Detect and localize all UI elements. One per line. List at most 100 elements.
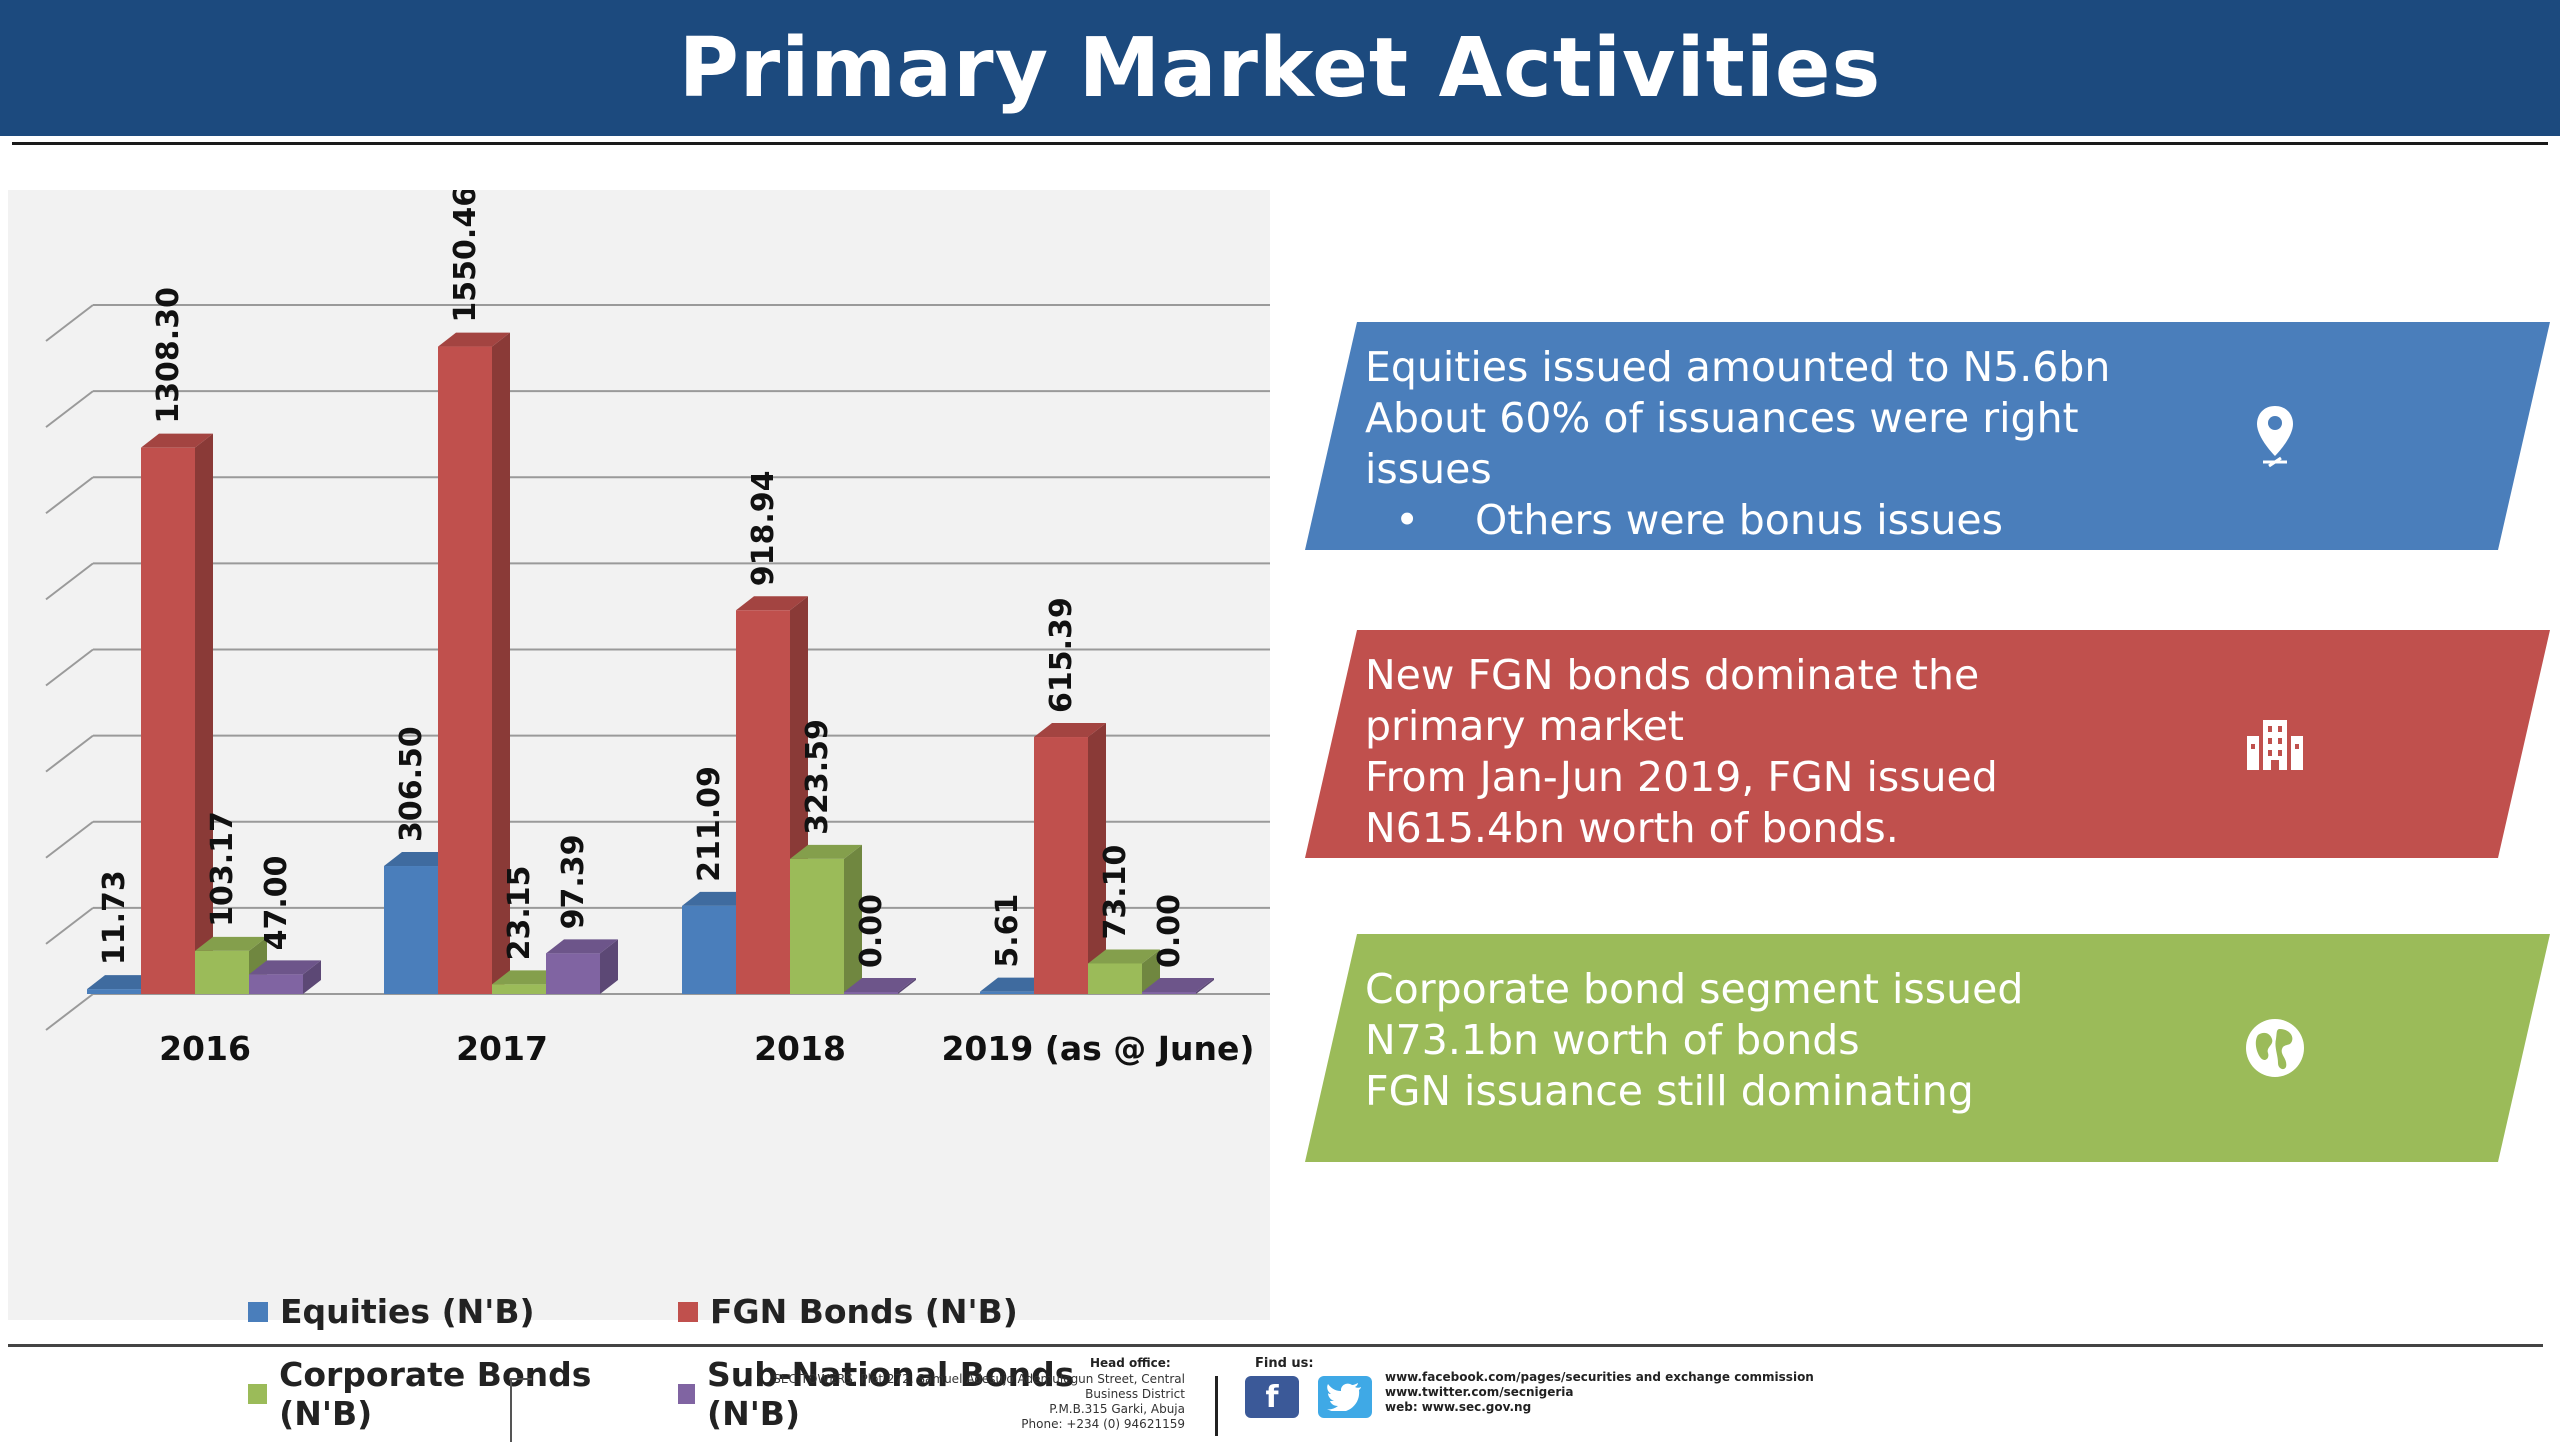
bar-side <box>303 960 321 994</box>
page-title: Primary Market Activities <box>678 20 1882 116</box>
legend-label-equities: Equities (N'B) <box>280 1292 535 1331</box>
legend-label-corporate: Corporate Bonds (N'B) <box>279 1355 592 1433</box>
data-label: 615.39 <box>1044 597 1079 713</box>
panel-text: New FGN bonds dominate the primary marke… <box>1365 650 2305 854</box>
address-line: SEC TOWERS, Plot 272, Samuel Adesujo Ade… <box>773 1372 1185 1386</box>
data-label: 918.94 <box>746 470 781 586</box>
twitter-link[interactable]: www.twitter.com/secnigeria <box>1385 1385 1574 1399</box>
website-link[interactable]: web: www.sec.gov.ng <box>1385 1400 1532 1414</box>
bar-top <box>1034 723 1106 738</box>
legend-label-subnational: Sub-National Bonds (N'B) <box>707 1355 1075 1433</box>
footer-vertical-divider <box>1215 1376 1218 1436</box>
data-label: 5.61 <box>990 894 1025 968</box>
panel-line: New FGN bonds dominate the <box>1365 651 1980 699</box>
legend-item-subnational: Sub-National Bonds (N'B) <box>678 1355 1108 1433</box>
legend-label-fgn: FGN Bonds (N'B) <box>710 1292 1018 1331</box>
panel-text: Corporate bond segment issued N73.1bn wo… <box>1365 964 2305 1117</box>
footer: Head office: SEC TOWERS, Plot 272, Samue… <box>0 1350 2560 1442</box>
bar-top <box>844 978 916 992</box>
panel-line: From Jan-Jun 2019, FGN issued <box>1365 753 1998 801</box>
bar <box>1034 737 1088 994</box>
bar-chart: 11.73 1308.30 103.17 47.00 2016 306.50 1550.46… <box>45 190 1270 1068</box>
gridline-depth <box>45 476 94 515</box>
legend-swatch-equities <box>248 1301 268 1322</box>
gridline-depth <box>45 820 94 859</box>
bar <box>1142 992 1196 994</box>
x-tick-label: 2018 <box>754 1029 846 1068</box>
bar <box>249 974 303 994</box>
bar-top <box>736 596 808 611</box>
footer-divider <box>8 1344 2543 1347</box>
gridline-depth <box>45 304 94 342</box>
data-label: 1550.46 <box>448 190 483 323</box>
bar-top <box>1088 949 1160 964</box>
panel-line: issues <box>1365 445 1492 493</box>
panel-background <box>1305 630 2550 858</box>
info-panel-equities: Equities issued amounted to N5.6bn About… <box>1305 322 2550 550</box>
header-divider <box>12 142 2548 145</box>
gridline-depth <box>45 390 94 428</box>
data-label: 0.00 <box>1152 894 1187 968</box>
bullet-dot: • <box>1395 496 1420 544</box>
address-line: P.M.B.315 Garki, Abuja <box>1049 1402 1185 1416</box>
panel-text: Equities issued amounted to N5.6bn About… <box>1365 342 2305 546</box>
panel-line: N73.1bn worth of bonds <box>1365 1016 1860 1064</box>
head-office-label: Head office: <box>1090 1356 1171 1370</box>
chart-legend: Equities (N'B) FGN Bonds (N'B) Corporate… <box>248 1292 1148 1433</box>
x-tick-label: 2019 (as @ June) <box>941 1029 1254 1068</box>
facebook-icon[interactable]: f <box>1245 1376 1299 1418</box>
legend-swatch-fgn <box>678 1301 698 1322</box>
bar-side <box>195 433 213 994</box>
bar-top <box>546 939 618 954</box>
bar <box>1088 963 1142 994</box>
bar-side <box>600 939 618 994</box>
map-pin-icon <box>2210 322 2340 550</box>
panel-line: N615.4bn worth of bonds. <box>1365 804 1899 852</box>
info-panel-corporate: Corporate bond segment issued N73.1bn wo… <box>1305 934 2550 1162</box>
data-label: 11.73 <box>97 870 132 965</box>
twitter-icon[interactable] <box>1318 1376 1372 1418</box>
legend-swatch-corporate <box>248 1384 268 1404</box>
panel-line: primary market <box>1365 702 1684 750</box>
bar-top <box>438 332 510 347</box>
panel-background <box>1305 322 2550 550</box>
bar <box>790 858 844 994</box>
data-label: 103.17 <box>205 811 240 927</box>
data-label: 47.00 <box>259 855 294 950</box>
bar-top <box>141 433 213 448</box>
gridline-depth <box>45 562 94 601</box>
data-label: 306.50 <box>394 726 429 842</box>
legend-item-equities: Equities (N'B) <box>248 1292 678 1331</box>
bar-top <box>1142 978 1214 992</box>
gridline-depth <box>45 734 94 773</box>
bar <box>492 984 546 994</box>
panel-line: Equities issued amounted to N5.6bn <box>1365 343 2111 391</box>
info-panel-fgn: New FGN bonds dominate the primary marke… <box>1305 630 2550 858</box>
bar-side <box>844 844 862 994</box>
data-label: 97.39 <box>556 834 591 929</box>
data-label: 0.00 <box>854 894 889 968</box>
bar <box>141 447 195 994</box>
bar <box>546 953 600 994</box>
data-label: 323.59 <box>800 719 835 835</box>
bar-side <box>1088 723 1106 994</box>
bar-side <box>492 332 510 994</box>
data-label: 211.09 <box>692 766 727 882</box>
x-tick-label: 2017 <box>456 1029 548 1068</box>
find-us-label: Find us: <box>1255 1356 1314 1371</box>
facebook-link[interactable]: www.facebook.com/pages/securities and ex… <box>1385 1370 1814 1384</box>
panel-bullet-text: Others were bonus issues <box>1475 496 2003 544</box>
gridline-depth <box>45 993 94 1031</box>
bar-side <box>898 978 916 994</box>
data-label: 23.15 <box>502 865 537 960</box>
gridline-depth <box>45 648 94 687</box>
address-line: Phone: +234 (0) 94621159 <box>1021 1417 1185 1431</box>
globe-icon <box>2210 934 2340 1162</box>
x-tick-label: 2016 <box>159 1029 251 1068</box>
bar <box>87 989 141 994</box>
panel-line: FGN issuance still dominating <box>1365 1067 1974 1115</box>
footer-frame <box>510 1378 532 1442</box>
address-line: Business District <box>1085 1387 1185 1401</box>
bar <box>438 346 492 994</box>
legend-item-fgn: FGN Bonds (N'B) <box>678 1292 1108 1331</box>
